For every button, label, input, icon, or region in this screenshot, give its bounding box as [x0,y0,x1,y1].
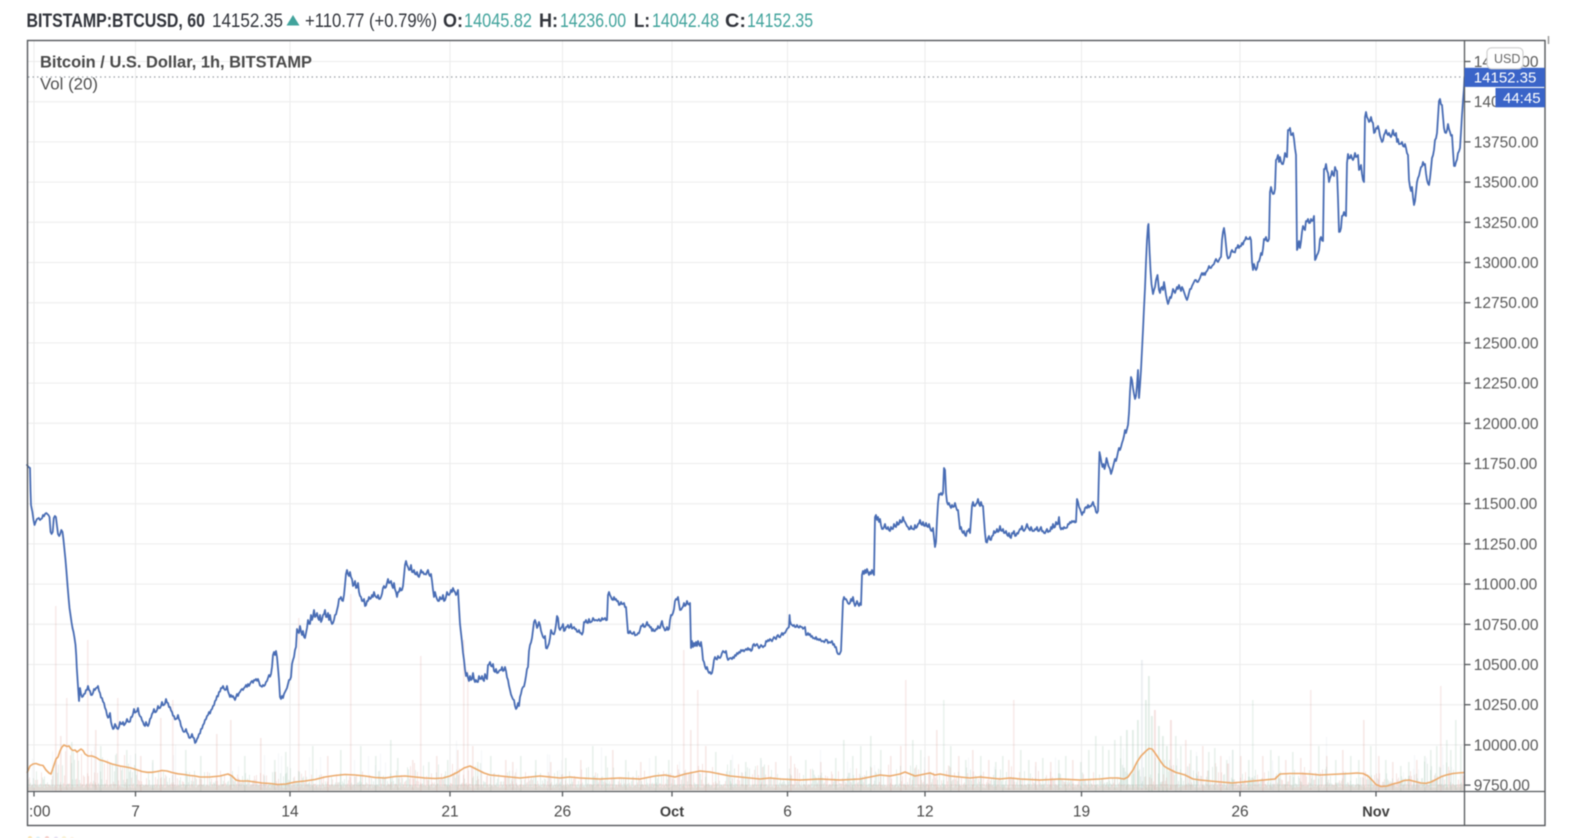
svg-text:14042.48: 14042.48 [652,11,719,32]
svg-text:14236.00: 14236.00 [560,11,626,32]
svg-text:6: 6 [783,804,792,821]
svg-text:11750.00: 11750.00 [1474,456,1538,473]
svg-text:Nov: Nov [1362,805,1389,821]
svg-text:14: 14 [281,804,299,821]
svg-text:13500.00: 13500.00 [1474,175,1539,192]
svg-text:10500.00: 10500.00 [1474,657,1539,674]
svg-text:7: 7 [131,804,140,821]
svg-text:14045.82: 14045.82 [464,11,532,32]
svg-text:11000.00: 11000.00 [1474,577,1538,594]
svg-text:26: 26 [1231,804,1248,821]
svg-text:O:: O: [443,11,463,32]
svg-text:12250.00: 12250.00 [1474,376,1539,393]
svg-text:21: 21 [441,804,458,821]
svg-text:44:45: 44:45 [1503,90,1541,107]
svg-text:26: 26 [554,804,571,821]
svg-text:10750.00: 10750.00 [1474,617,1539,634]
svg-text:USD: USD [1494,52,1520,66]
svg-text:11500.00: 11500.00 [1474,496,1538,513]
svg-text:12000.00: 12000.00 [1474,416,1539,433]
svg-text:10250.00: 10250.00 [1474,697,1539,714]
svg-text:12500.00: 12500.00 [1474,335,1539,352]
svg-text:13250.00: 13250.00 [1474,215,1539,232]
svg-text:11250.00: 11250.00 [1474,536,1538,553]
svg-text:10000.00: 10000.00 [1474,737,1539,754]
svg-text:19: 19 [1073,804,1090,821]
svg-text:13000.00: 13000.00 [1474,255,1539,272]
svg-text:12: 12 [916,804,933,821]
svg-text:Oct: Oct [660,805,684,821]
svg-text:+110.77 (+0.79%): +110.77 (+0.79%) [305,11,437,32]
svg-text:H:: H: [539,11,558,32]
svg-text:14152.35: 14152.35 [747,11,813,32]
svg-text:9750.00: 9750.00 [1474,778,1530,795]
svg-text:C:: C: [725,11,746,32]
svg-text:12750.00: 12750.00 [1474,295,1539,312]
svg-text:L:: L: [634,11,650,32]
svg-text:14152.35: 14152.35 [212,11,283,32]
svg-text:13750.00: 13750.00 [1474,134,1539,151]
svg-text:14152.35: 14152.35 [1474,70,1537,87]
svg-text::00: :00 [29,804,51,821]
svg-text:BITSTAMP:BTCUSD, 60: BITSTAMP:BTCUSD, 60 [27,11,206,32]
svg-text:Vol (20): Vol (20) [40,75,98,94]
svg-text:Bitcoin / U.S. Dollar, 1h, BIT: Bitcoin / U.S. Dollar, 1h, BITSTAMP [40,53,312,72]
